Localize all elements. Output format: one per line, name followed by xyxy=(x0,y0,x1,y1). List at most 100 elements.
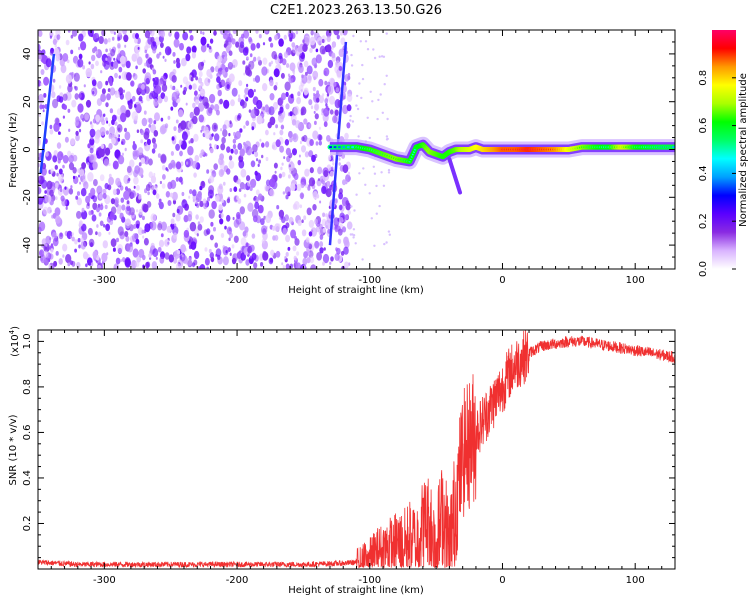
noise-blob xyxy=(201,181,205,187)
noise-blob xyxy=(87,30,94,37)
noise-blob xyxy=(309,36,316,46)
noise-blob xyxy=(148,253,152,258)
noise-blob xyxy=(261,154,264,159)
noise-blob xyxy=(181,191,185,197)
noise-blob xyxy=(271,51,278,60)
noise-blob xyxy=(165,167,168,171)
noise-blob xyxy=(282,227,288,236)
noise-blob xyxy=(49,129,54,135)
noise-blob xyxy=(261,106,265,113)
noise-blob xyxy=(145,53,149,59)
noise-blob xyxy=(117,226,124,236)
noise-blob xyxy=(92,33,97,40)
noise-blob xyxy=(54,207,61,216)
noise-blob xyxy=(346,221,353,230)
noise-blob xyxy=(242,47,249,56)
colorbar-label: Normalized spectral amplitude xyxy=(738,73,749,227)
noise-blob xyxy=(209,147,214,154)
noise-blob xyxy=(248,109,252,113)
noise-blob xyxy=(155,256,158,260)
noise-blob xyxy=(308,219,315,228)
noise-blob xyxy=(281,262,284,266)
noise-blob xyxy=(67,150,72,157)
noise-blob xyxy=(262,83,268,92)
noise-blob xyxy=(158,239,165,248)
noise-blob xyxy=(274,223,280,232)
noise-blob xyxy=(172,52,176,57)
noise-blob xyxy=(71,236,75,242)
noise-speckle xyxy=(355,193,358,196)
noise-blob xyxy=(228,62,232,67)
noise-blob xyxy=(301,219,304,223)
noise-blob xyxy=(87,172,94,182)
noise-blob xyxy=(150,175,157,184)
noise-blob xyxy=(160,117,164,122)
noise-blob xyxy=(249,244,255,252)
noise-blob xyxy=(233,131,236,137)
noise-blob xyxy=(310,105,314,110)
noise-blob xyxy=(230,99,235,107)
noise-blob xyxy=(75,116,80,123)
noise-blob xyxy=(132,143,137,151)
noise-blob xyxy=(329,261,332,265)
noise-blob xyxy=(323,247,326,251)
noise-blob xyxy=(292,72,295,75)
noise-blob xyxy=(324,80,328,86)
noise-speckle xyxy=(357,135,360,138)
noise-blob xyxy=(333,30,340,36)
noise-blob xyxy=(274,34,279,41)
noise-blob xyxy=(300,106,307,116)
noise-blob xyxy=(155,193,160,199)
noise-blob xyxy=(235,211,241,220)
noise-blob xyxy=(337,228,343,236)
noise-blob xyxy=(39,249,45,258)
noise-speckle xyxy=(387,168,391,172)
noise-blob xyxy=(135,65,138,70)
noise-speckle xyxy=(375,184,378,188)
noise-blob xyxy=(297,159,302,166)
noise-blob xyxy=(276,205,280,210)
noise-blob xyxy=(42,109,45,113)
noise-blob xyxy=(246,175,251,182)
noise-blob xyxy=(78,53,83,60)
y-tick-label: 0.8 xyxy=(22,379,33,395)
noise-blob xyxy=(128,177,131,182)
noise-blob xyxy=(157,223,163,231)
noise-blob xyxy=(49,35,53,39)
noise-blob xyxy=(243,72,246,76)
noise-blob xyxy=(336,34,340,40)
x-tick-label: 0 xyxy=(499,275,505,286)
noise-blob xyxy=(331,41,337,48)
noise-blob xyxy=(228,73,235,83)
noise-blob xyxy=(306,207,312,216)
noise-blob xyxy=(151,261,158,269)
noise-blob xyxy=(254,170,258,176)
noise-blob xyxy=(231,38,236,45)
noise-blob xyxy=(62,243,68,252)
noise-blob xyxy=(109,30,115,34)
noise-blob xyxy=(117,36,121,42)
noise-blob xyxy=(143,206,147,212)
noise-blob xyxy=(304,151,309,158)
noise-blob xyxy=(128,102,133,110)
noise-blob xyxy=(178,109,184,118)
noise-blob xyxy=(267,121,272,129)
noise-blob xyxy=(105,117,108,122)
noise-blob xyxy=(309,139,314,146)
noise-blob xyxy=(155,85,162,94)
noise-blob xyxy=(247,180,252,187)
noise-blob xyxy=(105,223,110,232)
noise-blob xyxy=(162,174,166,180)
noise-blob xyxy=(115,177,121,186)
snr-y-label: SNR (10 * v/v) xyxy=(8,414,19,485)
noise-blob xyxy=(41,167,47,176)
noise-speckle xyxy=(356,94,359,98)
noise-speckle xyxy=(364,183,367,186)
noise-blob xyxy=(326,35,331,43)
noise-blob xyxy=(209,143,212,147)
noise-blob xyxy=(294,257,298,262)
noise-speckle xyxy=(352,234,356,237)
noise-blob xyxy=(125,218,131,227)
noise-blob xyxy=(104,204,108,210)
noise-blob xyxy=(159,256,165,264)
